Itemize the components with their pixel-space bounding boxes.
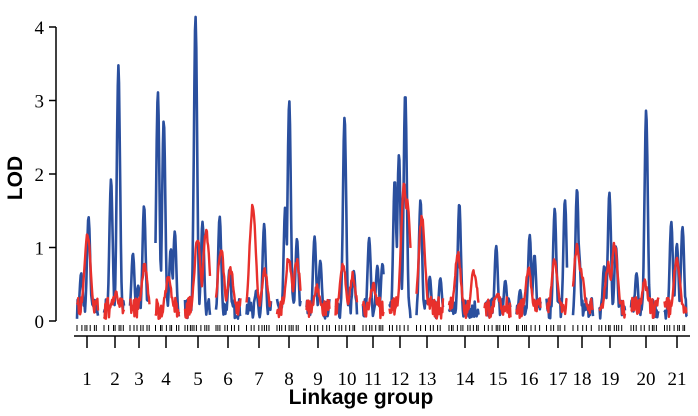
x-tick-label: 13 xyxy=(418,369,437,390)
y-axis-title: LOD xyxy=(4,156,27,200)
series-red-line xyxy=(102,290,126,320)
series-red-line xyxy=(663,256,688,318)
series-red-line xyxy=(75,233,100,316)
series-blue-line xyxy=(571,189,595,319)
x-tick-label: 21 xyxy=(668,369,687,390)
series-blue-line xyxy=(598,191,627,320)
x-tick-label: 18 xyxy=(573,369,592,390)
x-tick-label: 12 xyxy=(391,369,410,390)
x-tick-label: 17 xyxy=(549,369,568,390)
x-tick-label: 7 xyxy=(254,369,264,390)
series-red-line xyxy=(305,283,331,318)
series-blue-line xyxy=(388,96,412,319)
series-red-line xyxy=(334,262,359,316)
series-blue-line xyxy=(515,233,542,317)
y-tick-label: 2 xyxy=(35,165,45,186)
series-red-line xyxy=(128,262,151,319)
x-tick-label: 15 xyxy=(489,369,508,390)
series-blue-line xyxy=(154,91,181,317)
series-red-line xyxy=(183,228,212,319)
y-axis-ticks: 0 1 2 3 4 xyxy=(35,18,56,333)
x-tick-label: 6 xyxy=(223,369,233,390)
x-tick-label: 9 xyxy=(313,369,323,390)
series-red-line xyxy=(598,241,627,319)
y-tick-label: 4 xyxy=(35,18,45,39)
x-tick-label: 5 xyxy=(193,369,203,390)
x-tick-label: 1 xyxy=(82,369,92,390)
series-red-line xyxy=(571,242,594,315)
x-tick-label: 8 xyxy=(284,369,294,390)
series-red-line xyxy=(275,257,302,319)
x-tick-label: 20 xyxy=(637,369,656,390)
series-red-line xyxy=(483,292,512,319)
series-red-line xyxy=(630,278,660,319)
series-blue-line xyxy=(183,15,212,320)
series-red-line xyxy=(447,250,480,319)
x-axis-title: Linkage group xyxy=(289,386,434,409)
x-tick-label: 10 xyxy=(338,369,357,390)
series-blue-line xyxy=(275,100,302,313)
y-tick-label: 1 xyxy=(35,239,45,260)
x-tick-label: 19 xyxy=(601,369,620,390)
x-axis-ticks: 1 2 3 4 5 6 7 8 9 10 11 12 13 14 15 16 17 18 19 20 21 xyxy=(82,336,687,390)
series-blue-line xyxy=(245,222,273,319)
y-tick-label: 0 xyxy=(35,312,45,333)
series-red-line xyxy=(245,203,272,308)
series-red-line xyxy=(388,182,412,316)
series-red-line xyxy=(515,266,542,319)
marker-rug xyxy=(76,325,686,331)
series-red-line xyxy=(214,249,242,316)
x-tick-label: 16 xyxy=(520,369,539,390)
x-tick-label: 3 xyxy=(134,369,144,390)
series-red-line xyxy=(545,258,568,316)
x-tick-label: 11 xyxy=(364,369,382,390)
x-tick-label: 14 xyxy=(456,369,476,390)
x-tick-label: 4 xyxy=(161,369,171,390)
series-red-line xyxy=(154,276,181,320)
plot-lines xyxy=(75,15,688,320)
series-red-line xyxy=(415,214,445,320)
series-blue-line xyxy=(102,64,126,315)
y-tick-label: 3 xyxy=(35,92,45,113)
x-tick-label: 2 xyxy=(110,369,120,390)
series-red-line xyxy=(361,281,385,320)
